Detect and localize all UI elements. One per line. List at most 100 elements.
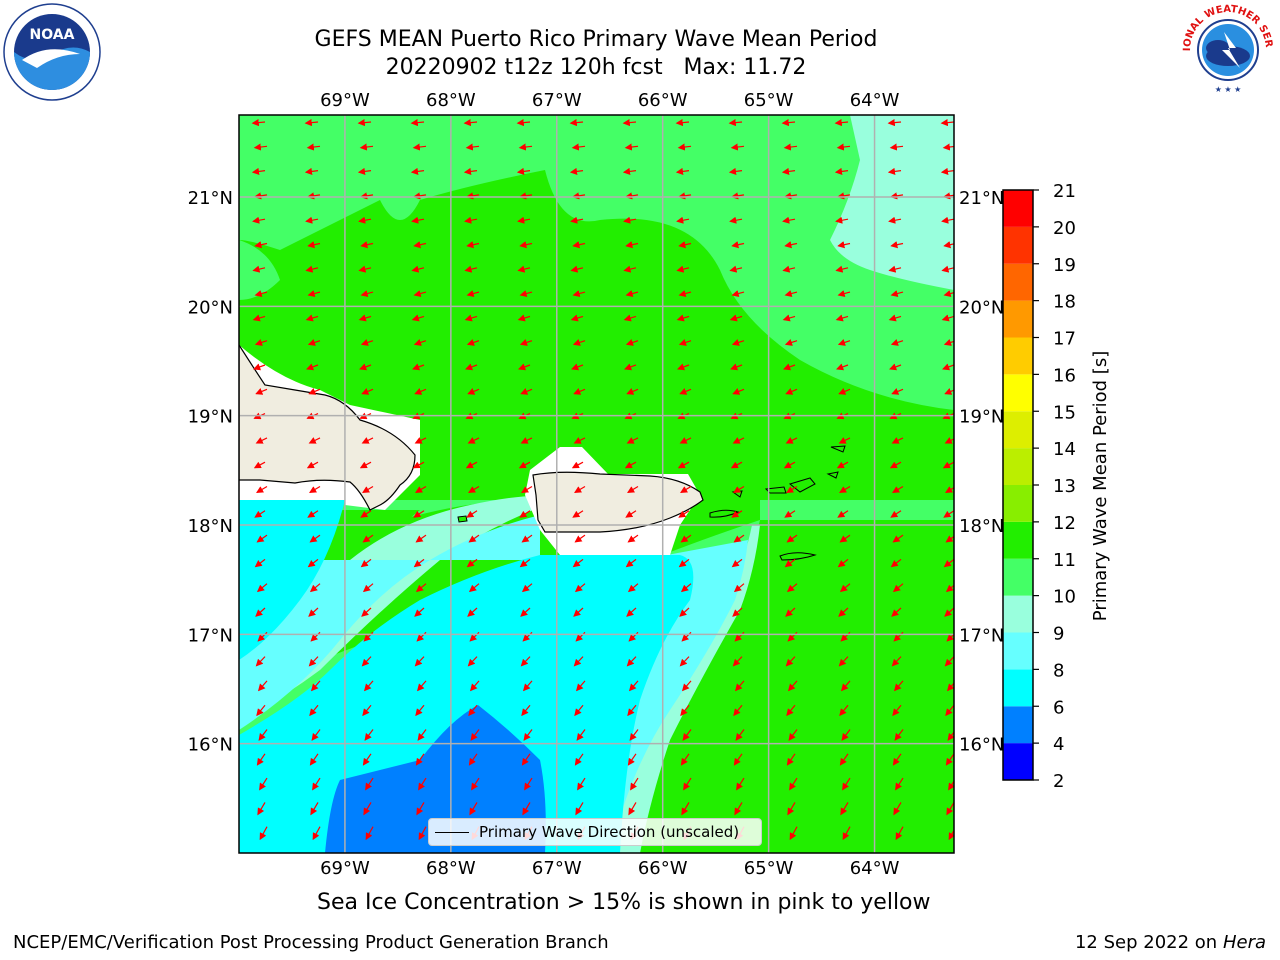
wave-arrow [305,314,319,322]
colorbar-tick: 13 [1053,476,1076,497]
wave-arrow [308,656,319,667]
colorbar-segment [1003,706,1033,744]
wave-arrow [627,485,639,494]
svg-text:★ ★ ★: ★ ★ ★ [1215,85,1242,94]
wave-arrow [306,461,319,469]
wave-arrow [680,704,690,717]
wave-arrow [948,780,954,791]
wave-arrow [786,485,798,494]
colorbar-label: Primary Wave Mean Period [s] [1090,351,1111,621]
wave-arrow [467,607,478,617]
wave-arrow [416,802,425,816]
wave-arrow [254,241,268,249]
wave-arrow [679,656,690,667]
wave-arrow [942,461,954,469]
wave-arrow [675,119,690,127]
wave-arrow [573,437,586,444]
wave-arrow [362,485,374,494]
wave-arrow [945,704,954,717]
wave-arrow [362,704,372,717]
wave-arrow [255,656,266,667]
nws-logo: NATIONAL WEATHER SERVICE ★ ★ ★ [1178,2,1274,96]
colorbar-segment [1003,669,1033,707]
wave-arrow [521,753,531,766]
wave-arrow [306,363,319,371]
wave-arrow [523,729,533,741]
lat-tick-left: 21°N [188,188,233,209]
wave-arrow [418,826,427,841]
wave-arrow [309,753,319,766]
wave-arrow [781,119,796,127]
wave-arrow [625,241,639,249]
wave-arrow [469,802,478,816]
wave-arrow [731,290,745,298]
wave-arrow [466,290,480,298]
wave-arrow [307,558,319,568]
wave-arrow [940,167,954,175]
wave-arrow [891,437,904,444]
colorbar-tick: 17 [1053,329,1076,350]
wave-arrow [890,558,902,568]
wave-arrow [521,485,533,494]
wave-arrow [678,558,690,568]
wave-arrow [467,388,480,395]
colorbar-tick: 2 [1053,771,1064,792]
wave-arrow [890,290,904,298]
wave-arrow [415,485,427,494]
wave-arrow [630,777,639,791]
period-field-9-10-band [239,496,560,720]
wave-arrow [312,826,321,841]
wave-arrow [359,143,374,151]
wave-arrow [577,777,586,791]
map-gridlines [239,115,954,853]
wave-arrow [945,486,954,494]
wave-arrow [517,314,531,322]
wave-arrow [309,534,321,543]
wave-arrow [789,826,798,841]
wave-arrow [682,729,692,741]
wave-arrow [784,290,798,298]
wave-arrow [466,241,480,249]
wave-arrow [888,314,902,322]
wave-arrow [256,534,268,543]
wave-arrow [623,216,637,224]
wave-arrow [887,119,902,127]
wave-arrow [359,363,372,371]
wave-arrow [887,167,902,175]
wave-arrow [888,216,902,224]
wave-arrow [309,485,321,494]
wave-arrow [783,461,796,469]
wave-arrow [254,290,268,298]
lat-tick-right: 21°N [959,188,1004,209]
wave-arrow [734,680,745,692]
wave-arrow [571,143,586,151]
wave-arrow [519,558,531,568]
lat-tick-left: 20°N [188,297,233,318]
wave-arrow [466,339,480,346]
wave-arrow [623,314,637,322]
colorbar-tick: 9 [1053,624,1064,645]
wave-arrow [410,167,425,175]
lon-tick-bottom: 65°W [744,858,794,879]
wave-arrow [307,290,321,298]
wave-arrow [360,241,374,249]
wave-arrow [252,265,266,273]
colorbar-segment [1003,374,1033,412]
wave-arrow [782,265,796,273]
wave-arrow [524,777,533,791]
wave-arrow [361,437,374,444]
colorbar-tick: 14 [1053,439,1076,460]
wave-arrow [251,119,266,127]
wave-arrow [252,216,266,224]
wave-arrow [784,510,796,518]
wave-arrow [732,388,745,395]
wave-arrow [464,265,478,273]
wave-arrow [786,753,796,766]
wave-arrow [361,656,372,667]
colorbar-segment [1003,190,1033,227]
wave-arrow [252,314,266,322]
wave-arrow [465,143,480,151]
wave-arrow [572,241,586,249]
wave-arrow [890,241,904,249]
wave-arrow [837,510,849,518]
